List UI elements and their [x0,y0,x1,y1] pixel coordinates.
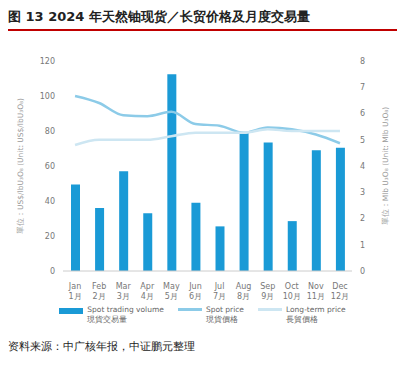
svg-text:Jun: Jun [188,282,202,291]
html-text:Spot price: Spot price [205,305,244,314]
svg-text:2月: 2月 [93,292,106,301]
svg-text:60: 60 [45,162,55,171]
html-text:图 13 2024 年天然铀现货／长贸价格及月度交易量: 图 13 2024 年天然铀现货／长贸价格及月度交易量 [8,9,310,24]
svg-text:4: 4 [360,162,365,171]
svg-text:Aug: Aug [236,282,252,291]
svg-text:20: 20 [45,232,55,241]
svg-text:12月: 12月 [331,292,349,301]
html-text:長貿價格: 長貿價格 [286,315,318,324]
svg-text:1: 1 [360,241,365,250]
svg-text:Dec: Dec [332,282,347,291]
svg-text:May: May [163,282,180,291]
svg-text:單位：Mlb U₃O₈ (Unit: Mlb U₃O₈): 單位：Mlb U₃O₈ (Unit: Mlb U₃O₈) [381,107,390,226]
svg-text:80: 80 [45,127,55,136]
svg-text:7: 7 [360,83,365,92]
svg-text:11月: 11月 [307,292,325,301]
svg-text:10月: 10月 [283,292,301,301]
svg-text:4月: 4月 [141,292,154,301]
html-text:Spot trading volume: Spot trading volume [87,305,164,314]
svg-text:120: 120 [40,57,55,66]
svg-text:1月: 1月 [68,292,81,301]
svg-text:8: 8 [360,57,365,66]
svg-text:40: 40 [45,197,55,206]
svg-text:2: 2 [360,214,365,223]
svg-text:3: 3 [360,188,365,197]
svg-text:9月: 9月 [261,292,274,301]
svg-text:5月: 5月 [165,292,178,301]
svg-text:5: 5 [360,136,365,145]
html-text:Long-term price: Long-term price [286,305,346,314]
svg-text:Mar: Mar [116,282,132,291]
svg-text:3月: 3月 [117,292,130,301]
svg-text:100: 100 [40,92,55,101]
svg-text:8月: 8月 [237,292,250,301]
svg-text:Apr: Apr [140,282,155,291]
svg-text:單位：US$/lbU₃O₈ (Unit: US$/lbU₃O: 單位：US$/lbU₃O₈ (Unit: US$/lbU₃O₈) [16,98,25,234]
svg-text:Sep: Sep [260,282,275,291]
svg-text:Oct: Oct [285,282,299,291]
svg-text:0: 0 [50,267,55,276]
svg-text:Jul: Jul [214,282,225,291]
svg-text:6: 6 [360,109,365,118]
html-text:资料来源：中广核年报，中证鹏元整理: 资料来源：中广核年报，中证鹏元整理 [8,340,195,353]
svg-text:Jan: Jan [68,282,81,291]
svg-text:0: 0 [360,267,365,276]
svg-text:Feb: Feb [92,282,106,291]
svg-text:7月: 7月 [213,292,226,301]
html-text:現貨價格: 現貨價格 [205,315,238,324]
svg-text:Nov: Nov [308,282,324,291]
html-text:現貨交易量: 現貨交易量 [87,315,128,324]
svg-text:6月: 6月 [189,292,202,301]
